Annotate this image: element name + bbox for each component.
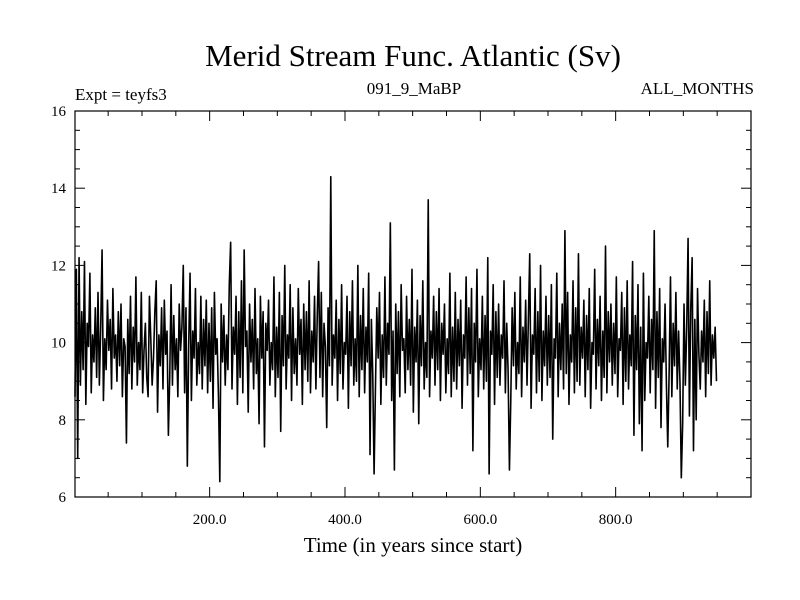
x-tick-label: 600.0: [463, 512, 497, 528]
y-tick-label: 6: [59, 490, 67, 506]
y-tick-label: 16: [51, 104, 67, 120]
x-axis-label: Time (in years since start): [304, 533, 523, 557]
y-tick-label: 14: [51, 181, 67, 197]
months-label: ALL_MONTHS: [641, 79, 754, 98]
x-tick-label: 800.0: [599, 512, 633, 528]
series-line: [74, 175, 718, 483]
axis-tick-labels: 200.0 400.0 600.0 800.0 6 8 10 12 14 16: [51, 104, 633, 528]
plot-frame: [74, 110, 752, 498]
x-tick-label: 400.0: [328, 512, 362, 528]
y-tick-label: 10: [51, 336, 66, 352]
chart-title: Merid Stream Func. Atlantic (Sv): [205, 38, 621, 73]
x-tick-label: 200.0: [193, 512, 227, 528]
expt-label: Expt = teyfs3: [75, 85, 167, 104]
y-tick-label: 12: [51, 258, 66, 274]
y-tick-label: 8: [59, 413, 67, 429]
dataset-label: 091_9_MaBP: [367, 79, 461, 98]
